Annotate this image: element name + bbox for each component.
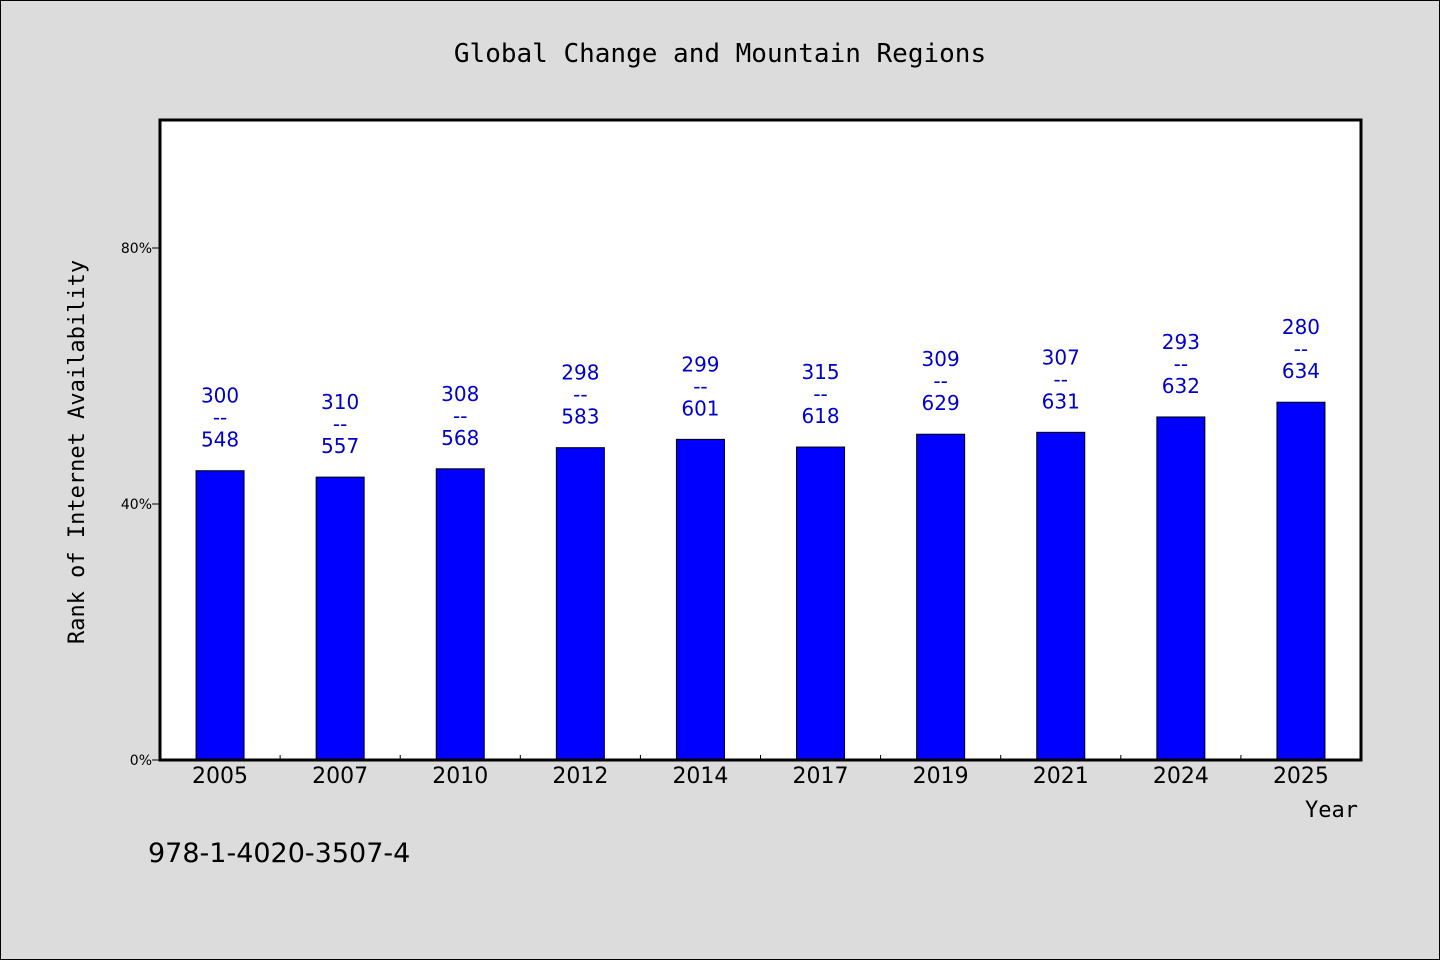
bar-label-bottom: 548 [201, 428, 239, 452]
bar-label-top: 309 [922, 347, 960, 371]
x-tick-label: 2021 [1033, 764, 1089, 789]
bar [1036, 431, 1086, 761]
bar-label-top: 300 [201, 384, 239, 408]
bar-label-top: 307 [1042, 345, 1080, 369]
bar-label-separator: -- [333, 412, 347, 436]
bar-labels-group: 300--548310--557308--568298--583299--601… [201, 315, 1320, 458]
y-axis: 0% 40% 80% [121, 241, 160, 769]
bar-label-bottom: 629 [922, 391, 960, 415]
x-tick-label: 2017 [793, 764, 849, 789]
bar-label-separator: -- [933, 369, 947, 393]
bar-label-separator: -- [693, 374, 707, 398]
bar [796, 446, 846, 761]
bar [675, 438, 725, 761]
x-tick-label: 2005 [192, 764, 248, 789]
bar-label-separator: -- [1174, 352, 1188, 376]
bar-label-top: 310 [321, 390, 359, 414]
bar-label-top: 293 [1162, 330, 1200, 354]
x-tick-label: 2019 [913, 764, 969, 789]
x-tick-label: 2014 [672, 764, 728, 789]
bar-label-separator: -- [813, 382, 827, 406]
x-axis-title: Year [1305, 798, 1358, 823]
bar-label-separator: -- [1294, 337, 1308, 361]
bar-label-bottom: 631 [1042, 389, 1080, 413]
x-tick-label: 2007 [312, 764, 368, 789]
bar-label-bottom: 601 [681, 396, 719, 420]
bar-label-bottom: 632 [1162, 374, 1200, 398]
bar-label-bottom: 583 [561, 405, 599, 429]
bar [315, 476, 365, 761]
x-tick-label: 2024 [1153, 764, 1209, 789]
y-tick-label: 0% [130, 753, 152, 769]
x-tick-label: 2010 [432, 764, 488, 789]
x-axis: 2005 2007 2010 2012 2014 2017 2019 2021 2024 2025 [192, 755, 1329, 789]
bar-label-bottom: 568 [441, 426, 479, 450]
bar [195, 470, 245, 761]
bar-label-top: 308 [441, 382, 479, 406]
y-tick-label: 80% [121, 241, 152, 257]
isbn-text: 978-1-4020-3507-4 [148, 838, 410, 869]
bar-label-top: 315 [801, 360, 839, 384]
bar-label-top: 280 [1282, 315, 1320, 339]
plot-frame [158, 118, 1363, 762]
bar-label-bottom: 557 [321, 434, 359, 458]
bar [1156, 416, 1206, 761]
x-tick-label: 2012 [552, 764, 608, 789]
bar-label-bottom: 634 [1282, 359, 1320, 383]
y-axis-title: Rank of Internet Availability [65, 260, 90, 644]
bar-label-bottom: 618 [801, 404, 839, 428]
bar-label-top: 298 [561, 361, 599, 385]
bar-label-separator: -- [453, 404, 467, 428]
x-tick-label: 2025 [1273, 764, 1329, 789]
bar [1276, 401, 1326, 761]
bar-label-separator: -- [573, 383, 587, 407]
y-tick-label: 40% [121, 497, 152, 513]
bars-group [195, 401, 1326, 761]
chart-title: Global Change and Mountain Regions [454, 39, 986, 69]
bar [555, 447, 605, 761]
bar-label-top: 299 [681, 352, 719, 376]
bar-label-separator: -- [213, 406, 227, 430]
bar [916, 433, 966, 761]
bar [435, 468, 485, 761]
bar-label-separator: -- [1054, 367, 1068, 391]
